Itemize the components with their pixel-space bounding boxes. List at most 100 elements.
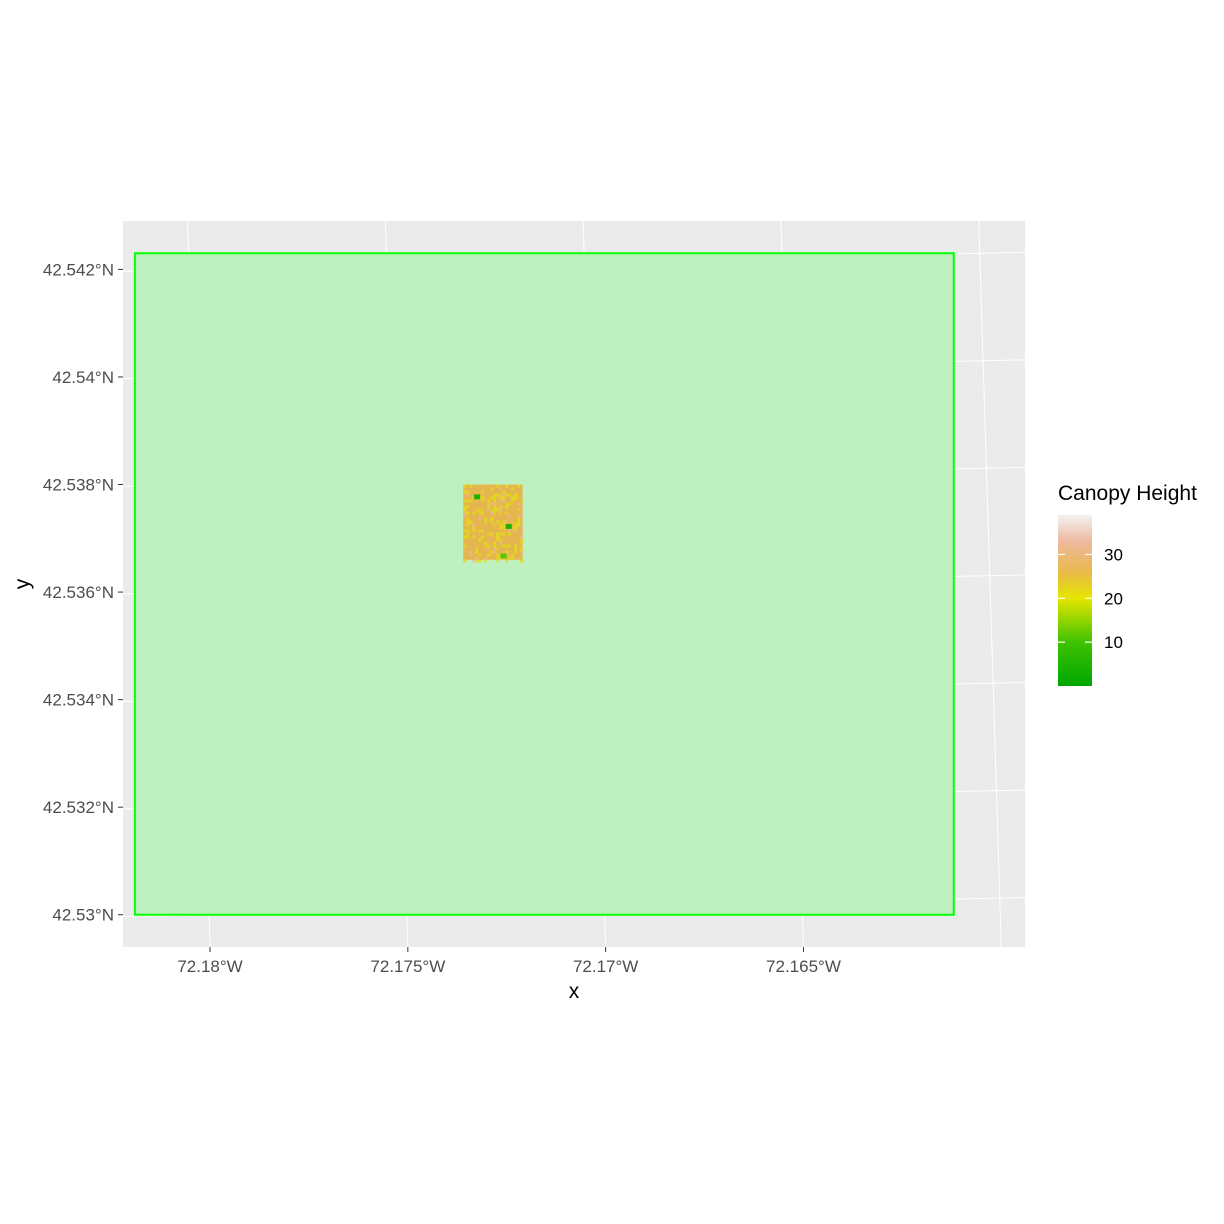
- extent-polygon: [133, 252, 955, 916]
- raster-cell: [493, 508, 497, 512]
- raster-cell: [481, 508, 485, 512]
- raster-cell: [466, 529, 470, 533]
- legend-title: Canopy Height: [1058, 482, 1197, 505]
- raster-cell: [472, 523, 476, 527]
- raster-cell: [505, 559, 509, 563]
- raster-cell: [508, 529, 512, 533]
- raster-cell: [514, 523, 518, 527]
- raster-cell: [493, 496, 497, 500]
- raster-cell: [511, 496, 515, 500]
- raster-hotspot: [500, 553, 507, 559]
- raster-cell: [478, 511, 482, 515]
- raster-cell: [517, 517, 521, 521]
- raster-cell: [466, 517, 470, 521]
- raster-cell: [496, 532, 500, 536]
- raster-cell: [490, 487, 494, 491]
- raster-cell: [493, 547, 497, 551]
- raster-cell: [472, 529, 476, 533]
- raster-cell: [469, 520, 473, 524]
- raster-cell: [490, 520, 494, 524]
- raster-cell: [493, 493, 497, 497]
- raster-cell: [475, 547, 479, 551]
- raster-cell: [490, 511, 494, 515]
- raster-cell: [517, 484, 521, 488]
- x-tick-label: 72.165°W: [766, 957, 841, 976]
- raster-cell: [508, 493, 512, 497]
- raster-cell: [520, 541, 524, 545]
- raster-cell: [517, 523, 521, 527]
- raster-cell: [487, 505, 491, 509]
- raster-cell: [499, 526, 503, 530]
- raster-cell: [463, 535, 467, 539]
- raster-cell: [490, 517, 494, 521]
- y-tick-label: 42.534°N: [43, 691, 114, 710]
- legend-tick-label: 20: [1104, 589, 1123, 608]
- raster-cell: [508, 502, 512, 506]
- raster-cell: [520, 535, 524, 539]
- raster-cell: [505, 502, 509, 506]
- raster-cell: [493, 511, 497, 515]
- raster-cell: [499, 511, 503, 515]
- raster-cell: [499, 505, 503, 509]
- raster-cell: [520, 547, 524, 551]
- legend-tick-label: 10: [1104, 633, 1123, 652]
- raster-cell: [499, 499, 503, 503]
- raster-cell: [478, 559, 482, 563]
- y-axis: 42.542°N 42.54°N 42.538°N 42.536°N 42.534°N 4…: [43, 260, 123, 925]
- raster-cell: [520, 505, 524, 509]
- raster-cell: [520, 526, 524, 530]
- raster-cell: [475, 550, 479, 554]
- legend: Canopy Height 10 20 30: [1058, 482, 1197, 686]
- raster-cell: [520, 499, 524, 503]
- raster-cell: [499, 523, 503, 527]
- raster-cell: [508, 514, 512, 518]
- y-tick-label: 42.54°N: [52, 368, 114, 387]
- grid-line-lon: [978, 221, 1002, 947]
- x-axis: 72.18°W 72.175°W 72.17°W 72.165°W: [177, 947, 841, 976]
- y-axis-title: y: [11, 578, 34, 589]
- raster-cell: [463, 484, 467, 488]
- raster-cell: [472, 511, 476, 515]
- raster-cell: [466, 511, 470, 515]
- raster-cell: [487, 547, 491, 551]
- raster-cell: [502, 493, 506, 497]
- raster-cell: [466, 505, 470, 509]
- raster-cell: [487, 502, 491, 506]
- raster-cell: [472, 559, 476, 563]
- raster-cell: [511, 526, 515, 530]
- raster-cell: [505, 493, 509, 497]
- raster-cell: [484, 517, 488, 521]
- raster-cell: [463, 490, 467, 494]
- raster-cell: [520, 538, 524, 542]
- raster-cell: [490, 532, 494, 536]
- raster-cell: [469, 550, 473, 554]
- raster-cell: [490, 508, 494, 512]
- raster-cell: [472, 496, 476, 500]
- raster-cell: [499, 508, 503, 512]
- raster-cell: [463, 505, 467, 509]
- raster-cell: [493, 541, 497, 545]
- raster-cell: [487, 532, 491, 536]
- raster-cell: [472, 526, 476, 530]
- raster-cell: [484, 520, 488, 524]
- raster-cell: [511, 487, 515, 491]
- raster-cell: [487, 544, 491, 548]
- legend-ticks: 10 20 30: [1058, 545, 1123, 652]
- raster-cell: [466, 532, 470, 536]
- raster-cell: [472, 535, 476, 539]
- raster-cell: [514, 547, 518, 551]
- y-tick-label: 42.536°N: [43, 583, 114, 602]
- raster-hotspot: [505, 523, 512, 529]
- y-tick-label: 42.538°N: [43, 476, 114, 495]
- raster-cell: [463, 508, 467, 512]
- raster-cell: [517, 502, 521, 506]
- raster-cell: [481, 490, 485, 494]
- raster-cell: [520, 550, 524, 554]
- raster-cell: [493, 505, 497, 509]
- raster-cell: [478, 538, 482, 542]
- raster-cell: [496, 493, 500, 497]
- raster-cell: [469, 484, 473, 488]
- y-tick-label: 42.53°N: [52, 906, 114, 925]
- raster-cell: [496, 553, 500, 557]
